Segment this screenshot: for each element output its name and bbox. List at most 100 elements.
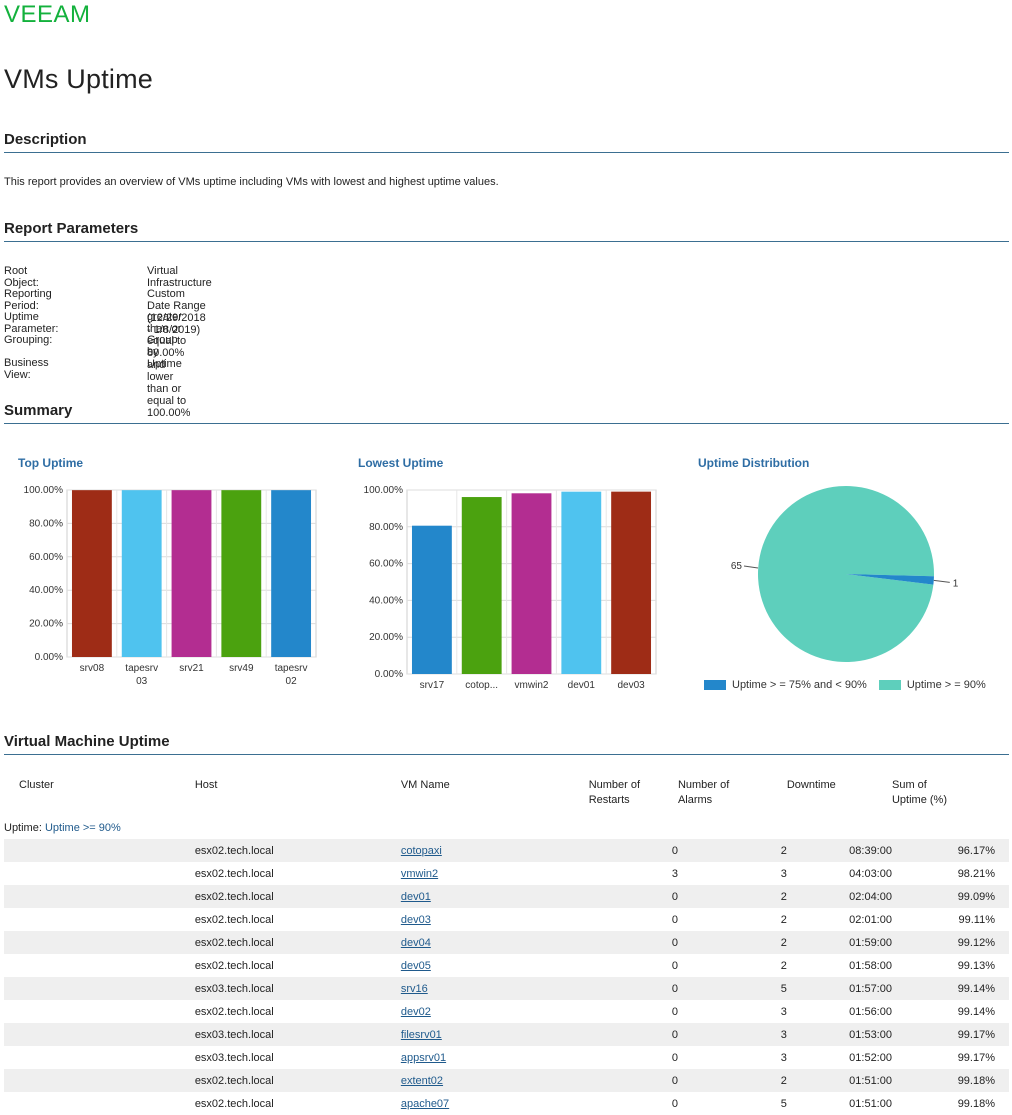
top-uptime-chart-title: Top Uptime — [18, 456, 84, 470]
cell-downtime: 01:51:00 — [849, 1097, 892, 1110]
legend-item: Uptime > = 90% — [878, 679, 986, 691]
vm-link[interactable]: appsrv01 — [400, 1051, 447, 1064]
group-row: Uptime: Uptime >= 90% — [4, 816, 1009, 839]
y-tick-label: 40.00% — [369, 595, 403, 606]
cell-alarms: 3 — [677, 1023, 787, 1046]
pie-data-label: 65 — [731, 561, 743, 572]
cell-sum-uptime: 99.17% — [957, 1051, 995, 1064]
table-row: esx02.tech.local apache07 0 5 01:51:00 99.18% — [4, 1092, 1009, 1115]
cell-vm-name: appsrv01 — [401, 1046, 589, 1069]
vm-link[interactable]: cotopaxi — [400, 844, 442, 857]
cell-host: esx02.tech.local — [194, 913, 274, 926]
cell-cluster — [4, 954, 195, 977]
column-header-sum-uptime[interactable]: Sum of Uptime (%) — [892, 774, 1009, 816]
top-uptime-chart: 0.00% 20.00% 40.00% 60.00% 80.00% 100.00% srv0… — [24, 485, 317, 687]
parameter-label: Root Object: — [4, 265, 39, 289]
table-row: esx03.tech.local filesrv01 0 3 01:53:00 99.17… — [4, 1023, 1009, 1046]
column-header-vm-name[interactable]: VM Name — [400, 779, 450, 791]
cell-sum-uptime: 99.14% — [957, 1005, 995, 1018]
bar — [121, 490, 162, 657]
column-header-restarts[interactable]: Number of Restarts — [589, 774, 678, 816]
lowest-uptime-chart: 0.00% 20.00% 40.00% 60.00% 80.00% 100.00% srv1… — [364, 485, 657, 691]
cell-cluster — [4, 1000, 195, 1023]
column-header-downtime[interactable]: Downtime — [786, 779, 836, 791]
y-tick-label: 100.00% — [364, 485, 404, 496]
cell-vm-name: vmwin2 — [401, 862, 589, 885]
cell-restarts: 0 — [588, 1069, 678, 1092]
vm-link[interactable]: filesrv01 — [400, 1028, 442, 1041]
parameter-label: Uptime Parameter: — [4, 311, 59, 335]
leader-line — [743, 565, 759, 569]
cell-downtime: 02:01:00 — [849, 913, 892, 926]
vm-link[interactable]: dev04 — [400, 936, 431, 949]
vm-link[interactable]: dev05 — [400, 959, 431, 972]
x-tick-label: tapesrv — [275, 663, 308, 674]
cell-host: esx02.tech.local — [194, 867, 274, 880]
cell-restarts: 0 — [588, 885, 678, 908]
column-header-cluster[interactable]: Cluster — [19, 779, 54, 791]
cell-downtime: 01:57:00 — [786, 977, 892, 1000]
pie-legend: Uptime > = 75% and < 90% Uptime > = 90% — [704, 679, 998, 691]
cell-sum-uptime: 98.21% — [957, 867, 995, 880]
svg-text:VEEAM: VEEAM — [4, 2, 91, 26]
vm-uptime-table: Cluster Host VM Name Number of Restarts N… — [4, 774, 1009, 1115]
y-tick-label: 80.00% — [29, 518, 63, 529]
table-row: esx03.tech.local srv16 0 5 01:57:00 99.14% — [4, 977, 1009, 1000]
uptime-distribution-pie: 1 65 — [731, 485, 959, 662]
y-tick-label: 40.00% — [29, 585, 63, 596]
vm-link[interactable]: vmwin2 — [400, 867, 439, 880]
cell-host: esx03.tech.local — [194, 1023, 401, 1046]
column-header-host[interactable]: Host — [194, 779, 218, 791]
vm-link[interactable]: dev03 — [400, 913, 431, 926]
cell-downtime: 02:04:00 — [786, 885, 892, 908]
table-row: esx02.tech.local dev04 0 2 01:59:00 99.12% — [4, 931, 1009, 954]
cell-host: esx02.tech.local — [194, 1005, 274, 1018]
table-header-row: Cluster Host VM Name Number of Restarts N… — [4, 774, 1009, 816]
cell-downtime: 01:56:00 — [849, 1005, 892, 1018]
cell-vm-name: dev03 — [401, 908, 589, 931]
cell-vm-name: filesrv01 — [400, 1023, 589, 1046]
legend-swatch — [878, 680, 901, 690]
cell-alarms: 3 — [780, 1005, 787, 1018]
cell-host: esx02.tech.local — [194, 1097, 274, 1110]
cell-downtime: 01:52:00 — [849, 1051, 892, 1064]
cell-host: esx02.tech.local — [194, 931, 401, 954]
cell-sum-uptime: 99.11% — [958, 913, 996, 926]
parameter-label: Grouping: — [4, 334, 53, 346]
cell-restarts: 0 — [588, 931, 678, 954]
cell-host: esx03.tech.local — [194, 1051, 274, 1064]
vm-link[interactable]: dev02 — [400, 1005, 431, 1018]
cell-cluster — [4, 908, 195, 931]
x-tick-label: srv17 — [420, 680, 445, 691]
cell-cluster — [4, 1046, 195, 1069]
y-tick-label: 60.00% — [369, 559, 403, 570]
x-tick-label: 02 — [286, 676, 298, 687]
cell-restarts: 0 — [588, 839, 678, 862]
header-line: Sum of — [891, 779, 927, 791]
vm-link[interactable]: dev01 — [400, 890, 431, 903]
cell-sum-uptime: 99.14% — [891, 977, 1009, 1000]
y-tick-label: 20.00% — [369, 632, 403, 643]
x-tick-label: vmwin2 — [515, 680, 549, 691]
vm-link[interactable]: apache07 — [400, 1097, 450, 1110]
cell-alarms: 2 — [780, 913, 787, 926]
cell-host: esx03.tech.local — [194, 977, 401, 1000]
veeam-logo: VEEAM — [4, 2, 91, 26]
bar — [611, 491, 652, 674]
x-tick-label: 03 — [136, 676, 148, 687]
pie-data-label: 1 — [953, 578, 959, 589]
vm-link[interactable]: extent02 — [400, 1074, 444, 1087]
y-tick-label: 100.00% — [24, 485, 64, 496]
section-parameters-heading: Report Parameters — [4, 220, 1009, 242]
vm-link[interactable]: srv16 — [400, 982, 428, 995]
legend-label: Uptime > = 90% — [906, 679, 986, 691]
group-value: Uptime >= 90% — [44, 821, 121, 834]
y-tick-label: 0.00% — [35, 652, 63, 663]
cell-cluster — [4, 931, 195, 954]
parameter-label: Business View: — [4, 357, 49, 381]
table-row: esx02.tech.local dev02 0 3 01:56:00 99.14% — [4, 1000, 1009, 1023]
bar — [511, 493, 552, 674]
column-header-alarms[interactable]: Number of Alarms — [678, 774, 787, 816]
section-summary-heading: Summary — [4, 402, 1009, 424]
cell-alarms: 5 — [780, 1097, 787, 1110]
